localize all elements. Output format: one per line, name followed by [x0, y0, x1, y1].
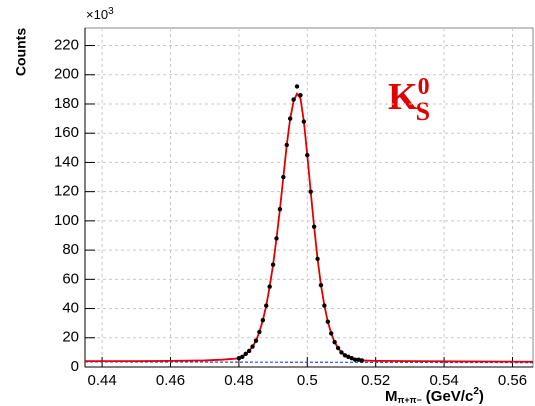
y-tick-label: 180	[54, 95, 79, 112]
data-point	[250, 344, 255, 349]
x-label-unit: (GeV/c	[426, 388, 474, 405]
data-point	[318, 282, 324, 288]
data-point	[342, 353, 348, 358]
y-tick-label: 200	[54, 66, 79, 83]
plot-frame	[84, 27, 534, 368]
y-tick-label: 160	[54, 124, 79, 141]
x-label-unit-sup: 2	[473, 386, 479, 397]
x-tick-label: 0.56	[498, 372, 527, 389]
x-tick-label: 0.52	[361, 372, 390, 389]
data-point	[257, 329, 262, 335]
data-point	[322, 303, 327, 308]
data-point	[253, 338, 259, 343]
annotation-main: K	[388, 76, 418, 118]
data-point	[264, 303, 269, 308]
y-tick-label: 140	[54, 153, 79, 170]
data-point	[356, 357, 361, 362]
data-point	[236, 356, 242, 361]
x-tick-label: 0.5	[297, 372, 318, 389]
data-point	[301, 119, 307, 124]
data-point	[291, 97, 296, 102]
x-label-sub: π+π−	[398, 395, 422, 405]
annotation-sub: S	[416, 97, 430, 126]
data-point	[335, 345, 341, 351]
data-point	[339, 350, 344, 355]
data-point	[243, 351, 248, 357]
data-point	[298, 93, 303, 98]
data-point	[315, 256, 320, 262]
fit-line	[85, 92, 534, 363]
data-point	[240, 354, 245, 359]
x-tick-label: 0.54	[429, 372, 458, 389]
y-tick-label: 120	[54, 183, 79, 200]
data-point	[308, 189, 313, 194]
x-label-close: )	[479, 388, 484, 405]
data-point	[274, 236, 279, 241]
data-point	[359, 358, 365, 363]
y-multiplier-exp: 3	[108, 6, 114, 17]
x-axis-label: Mπ+π− (GeV/c2)	[385, 386, 484, 406]
data-point	[325, 319, 331, 324]
data-point	[246, 348, 252, 354]
y-tick-label: 40	[62, 300, 79, 317]
data-point	[311, 224, 317, 229]
x-tick-label: 0.44	[87, 372, 116, 389]
annotation-sup: 0	[418, 74, 430, 100]
y-multiplier: ×103	[86, 6, 114, 23]
data-point	[352, 357, 358, 362]
x-tick-label: 0.46	[156, 372, 185, 389]
x-label-main: M	[385, 388, 398, 405]
data-point	[260, 318, 266, 323]
data-point	[281, 174, 286, 180]
y-tick-label: 0	[71, 358, 79, 375]
y-tick-label: 80	[62, 241, 79, 258]
data-point	[294, 84, 300, 89]
data-point	[287, 116, 293, 121]
data-point	[332, 339, 337, 345]
data-point	[346, 354, 351, 359]
data-point	[305, 152, 310, 158]
data-point	[349, 356, 354, 361]
y-tick-label: 60	[62, 270, 79, 287]
y-tick-label: 20	[62, 329, 79, 346]
data-point	[270, 262, 276, 267]
y-axis-label: Counts	[13, 28, 29, 76]
annotation: K0 S	[388, 74, 430, 126]
x-tick-label: 0.48	[224, 372, 253, 389]
data-point	[284, 142, 289, 148]
data-point	[329, 331, 334, 336]
data-point	[277, 206, 283, 212]
y-multiplier-base: ×10	[86, 7, 108, 22]
y-tick-label: 220	[54, 37, 79, 54]
data-point	[267, 284, 272, 289]
y-tick-label: 100	[54, 212, 79, 229]
